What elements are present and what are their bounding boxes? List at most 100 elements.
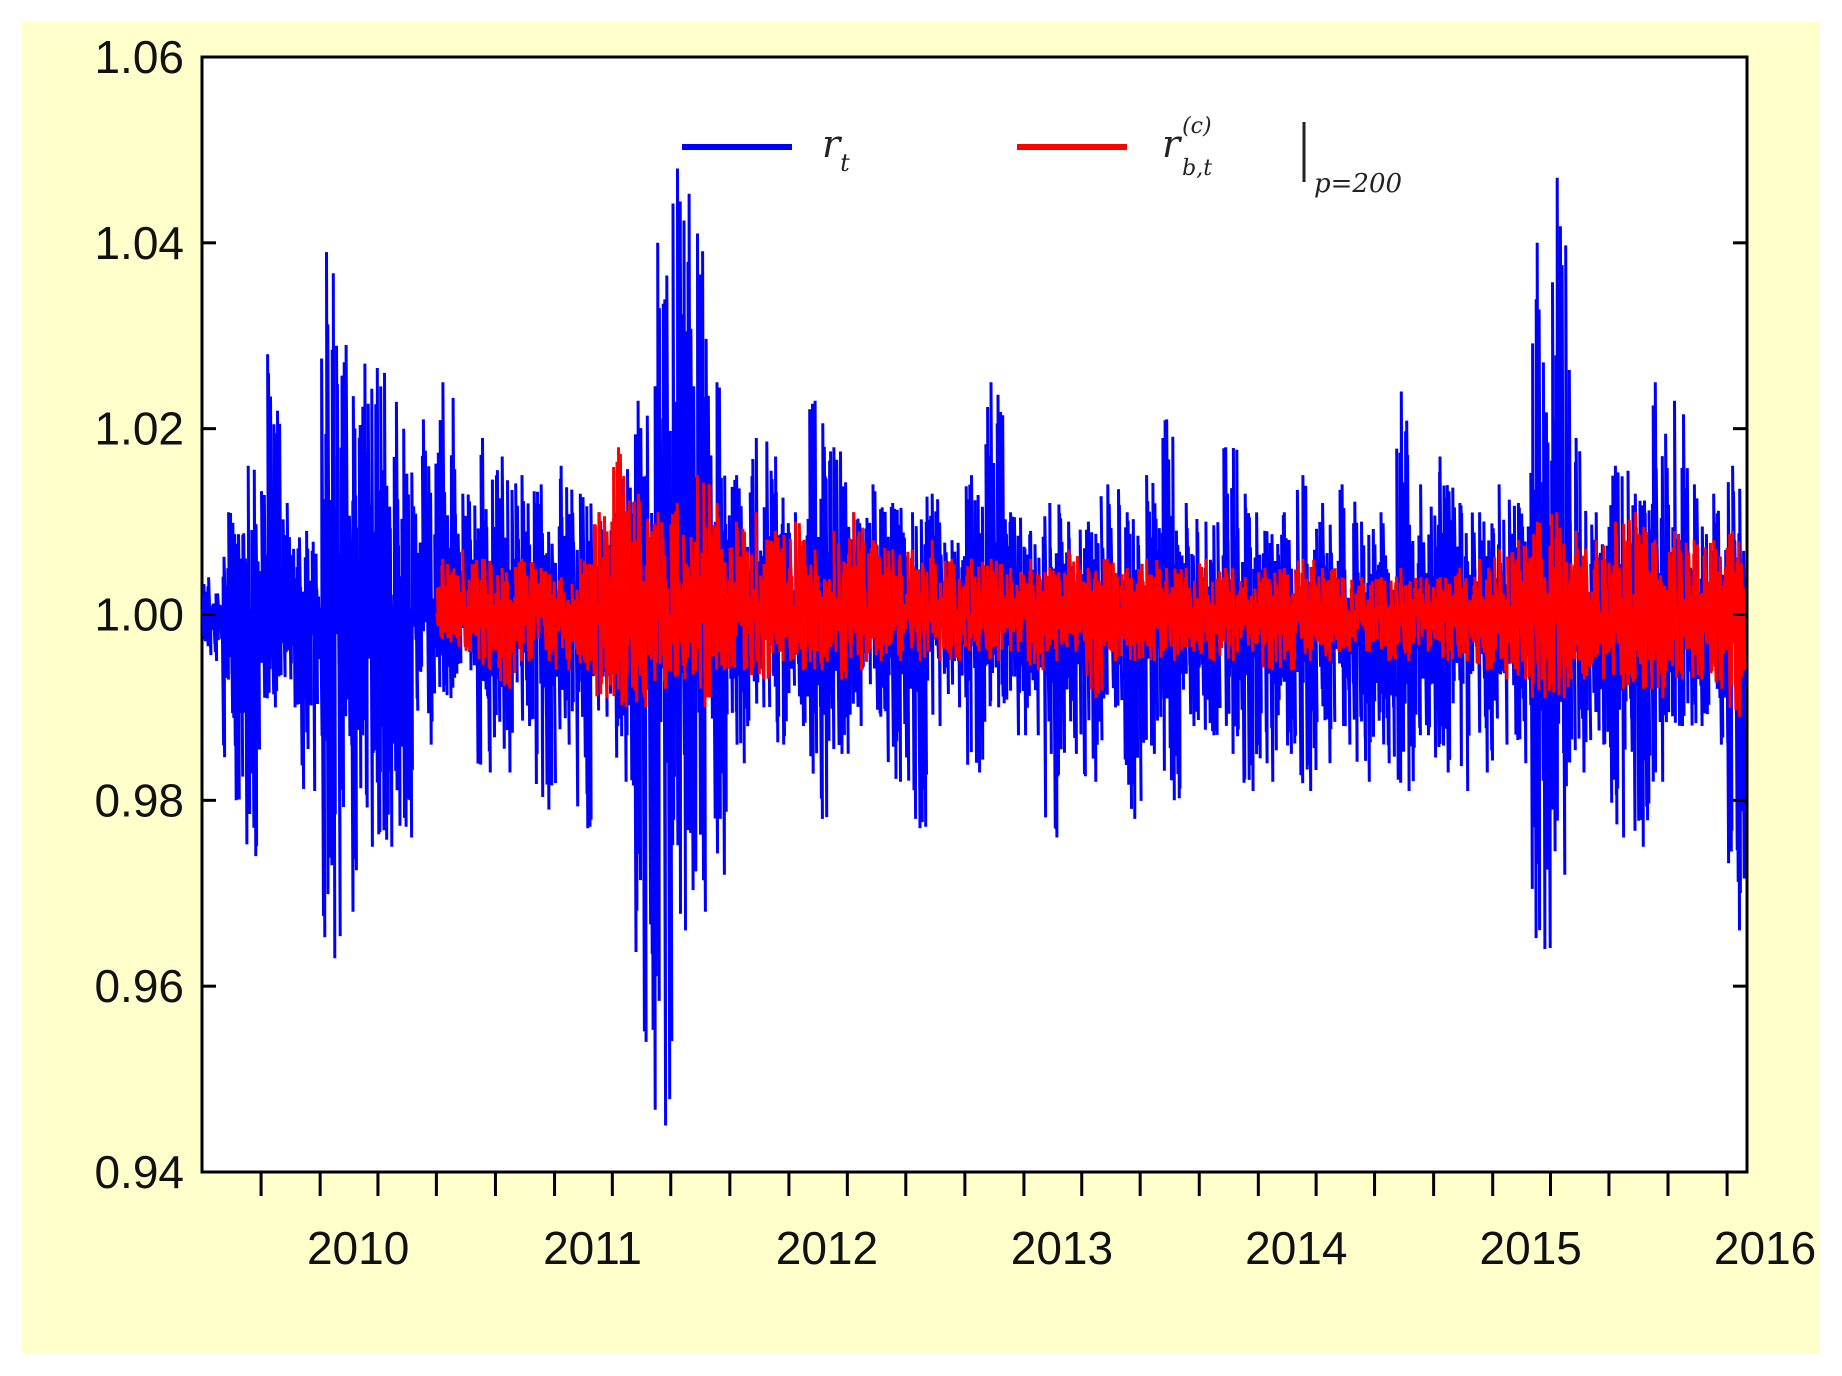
- series-1: [435, 447, 1747, 717]
- series-1-segment: [1314, 567, 1338, 662]
- x-tick-label: 2014: [1245, 1222, 1347, 1274]
- x-tick-label: 2011: [543, 1222, 642, 1274]
- series-1-segment: [787, 521, 812, 671]
- series-layer: [200, 168, 1747, 1126]
- series-0-segment: [1159, 419, 1183, 801]
- series-1-segment: [1393, 567, 1417, 662]
- series-1-segment: [924, 540, 948, 662]
- series-0-segment: [319, 252, 343, 959]
- series-1-segment: [475, 558, 498, 671]
- legend-subscript-red: b,t: [1182, 156, 1212, 181]
- series-1-segment: [494, 567, 518, 689]
- series-1-segment: [885, 549, 909, 662]
- series-0-segment: [200, 577, 224, 662]
- series-1-segment: [533, 567, 558, 662]
- series-0-segment: [299, 530, 323, 792]
- series-1-segment: [1119, 567, 1143, 662]
- series-1-segment: [1158, 567, 1183, 662]
- series-1-segment: [767, 530, 792, 662]
- series-1-segment: [591, 512, 615, 699]
- series-1-segment: [748, 512, 772, 680]
- series-1-segment: [611, 447, 635, 708]
- series-1-segment: [1002, 567, 1027, 652]
- series-1-segment: [1725, 530, 1747, 717]
- series-1-segment: [553, 577, 577, 671]
- series-1-segment: [807, 549, 830, 671]
- series-1-segment: [1060, 549, 1084, 652]
- series-0-segment: [240, 465, 264, 857]
- series-0-segment: [357, 363, 381, 847]
- series-1-segment: [846, 512, 869, 671]
- series-1-segment: [865, 540, 889, 662]
- x-tick-label: 2015: [1480, 1222, 1582, 1274]
- series-1-segment: [1022, 558, 1047, 671]
- series-1-segment: [1491, 549, 1515, 680]
- series-1-segment: [1042, 567, 1065, 662]
- series-1-segment: [1218, 567, 1241, 662]
- legend-label-red: rb,t (c): [1162, 114, 1212, 181]
- series-1-segment: [1294, 558, 1319, 662]
- series-1-segment: [1705, 540, 1730, 689]
- series-0-segment: [220, 512, 245, 801]
- series-1-segment: [689, 475, 713, 708]
- series-1-segment: [1607, 521, 1632, 689]
- series-0-segment: [415, 419, 439, 745]
- series-1-segment: [435, 558, 459, 643]
- series-1-segment: [1647, 540, 1671, 699]
- series-1-segment: [1471, 558, 1496, 671]
- series-1-segment: [1627, 512, 1652, 689]
- y-tick-label: 0.96: [94, 960, 184, 1012]
- y-tick-label: 1.02: [94, 403, 184, 455]
- series-1-segment: [630, 493, 654, 708]
- series-1-segment: [1080, 567, 1104, 699]
- series-1-segment: [963, 558, 987, 652]
- y-tick-label: 1.00: [94, 589, 184, 641]
- series-1-segment: [1511, 540, 1533, 680]
- series-1-segment: [944, 558, 967, 662]
- series-1-segment: [1568, 530, 1592, 680]
- legend-subscript-blue: t: [840, 149, 850, 177]
- series-1-segment: [669, 502, 694, 680]
- legend-condition-red: p=200: [1314, 169, 1402, 199]
- series-1-segment: [650, 512, 674, 689]
- series-1-segment: [455, 549, 479, 652]
- y-tick-label: 1.06: [94, 31, 184, 83]
- series-0-segment: [1549, 177, 1573, 875]
- series-1-segment: [1277, 567, 1299, 671]
- series-1-segment: [1686, 540, 1710, 680]
- series-1-segment: [709, 502, 733, 671]
- series-0-segment: [376, 372, 400, 847]
- series-1-segment: [1178, 567, 1202, 652]
- legend-superscript-red: (c): [1182, 114, 1212, 139]
- series-1-segment: [1373, 577, 1397, 662]
- line-chart: 0.940.960.981.001.021.041.06 2010 2011 201…: [94, 31, 1816, 1274]
- chart-background: 0.94 0.96 0.98 1.00 1.02 1.04 1.06 2010 2011 201…: [22, 22, 1820, 1354]
- legend: rt rb,t(c) p=200: [682, 114, 1402, 199]
- x-tick-label: 2012: [776, 1222, 878, 1274]
- series-1-segment: [904, 549, 928, 662]
- series-1-segment: [1334, 577, 1358, 652]
- x-tick-label: 2013: [1011, 1222, 1113, 1274]
- x-tick-label: 2010: [307, 1222, 409, 1274]
- series-1-segment: [572, 558, 595, 671]
- legend-label-blue: rt: [822, 122, 850, 177]
- y-tick-label: 0.98: [94, 774, 184, 826]
- series-1-segment: [826, 530, 850, 680]
- series-1-segment: [1666, 530, 1691, 680]
- series-1-segment: [1354, 577, 1377, 652]
- series-0-segment: [279, 502, 303, 708]
- series-1-segment: [728, 521, 753, 671]
- series-0-segment: [396, 428, 420, 838]
- series-1-segment: [513, 558, 537, 662]
- series-1-segment: [983, 558, 1007, 662]
- series-1-segment: [1432, 577, 1456, 662]
- series-1-segment: [1412, 577, 1437, 652]
- y-tick-label: 1.04: [94, 217, 184, 269]
- series-0-segment: [260, 354, 284, 708]
- series-1-segment: [1549, 512, 1573, 699]
- series-1-segment: [1529, 521, 1553, 699]
- series-1-segment: [1257, 567, 1281, 671]
- series-1-segment: [1452, 567, 1476, 662]
- series-0-segment: [338, 344, 361, 912]
- series-1-segment: [1198, 558, 1222, 662]
